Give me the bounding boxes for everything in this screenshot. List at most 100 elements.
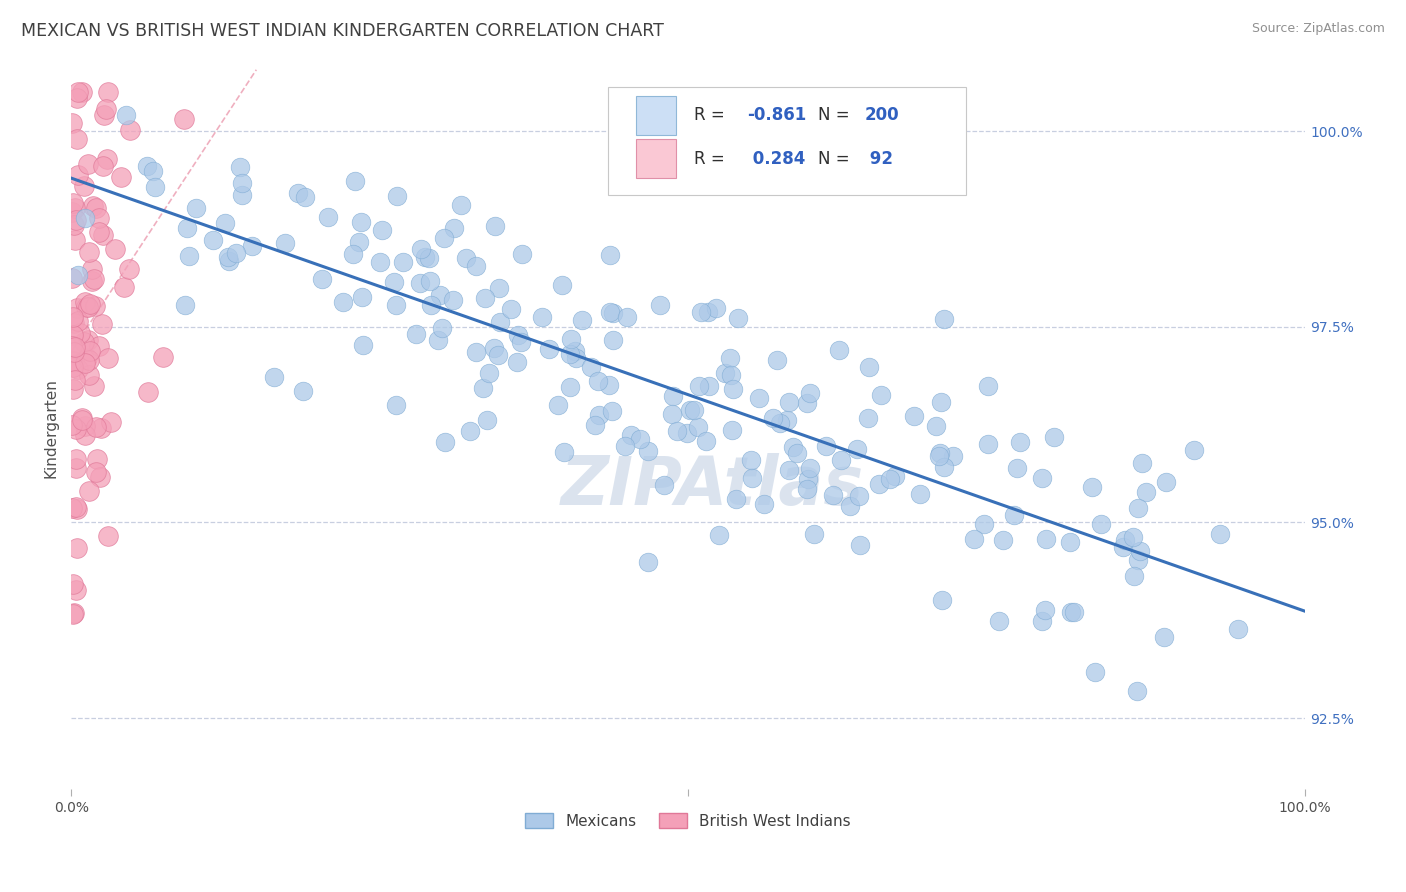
Point	[1226, 622, 1249, 636]
Text: ZIPAtlas: ZIPAtlas	[561, 453, 865, 519]
Point	[62, 576, 84, 591]
Point	[426, 333, 449, 347]
Point	[316, 210, 339, 224]
Point	[690, 305, 713, 319]
Point	[97, 85, 120, 99]
Point	[60, 116, 83, 130]
Point	[721, 423, 744, 437]
Point	[1130, 456, 1153, 470]
Point	[89, 470, 111, 484]
Legend: Mexicans, British West Indians: Mexicans, British West Indians	[519, 806, 856, 835]
Point	[72, 334, 94, 349]
Text: 200: 200	[865, 106, 898, 124]
Point	[484, 219, 506, 233]
Point	[62, 383, 84, 397]
Point	[173, 298, 195, 312]
Point	[688, 378, 710, 392]
Point	[727, 311, 749, 326]
Point	[475, 413, 498, 427]
Point	[69, 326, 91, 340]
Point	[84, 465, 107, 479]
Point	[136, 159, 159, 173]
Point	[471, 381, 494, 395]
Point	[391, 255, 413, 269]
Point	[173, 112, 195, 126]
Point	[214, 216, 236, 230]
Point	[531, 310, 554, 324]
Point	[66, 541, 89, 555]
Point	[827, 343, 849, 358]
Point	[588, 409, 610, 423]
Point	[66, 85, 89, 99]
Point	[856, 411, 879, 425]
Point	[430, 321, 453, 335]
Point	[274, 236, 297, 251]
Point	[903, 409, 925, 423]
Point	[138, 384, 160, 399]
Text: -0.861: -0.861	[747, 106, 807, 124]
Point	[858, 360, 880, 375]
Point	[332, 294, 354, 309]
Point	[228, 161, 250, 175]
Point	[60, 354, 83, 368]
Point	[506, 355, 529, 369]
Point	[83, 378, 105, 392]
Point	[752, 497, 775, 511]
Point	[231, 176, 253, 190]
Point	[1059, 534, 1081, 549]
Point	[65, 500, 87, 515]
Point	[1002, 508, 1025, 522]
Point	[579, 359, 602, 374]
Text: 92: 92	[865, 150, 893, 168]
Point	[547, 398, 569, 412]
Point	[769, 417, 792, 431]
Point	[77, 333, 100, 347]
Point	[382, 275, 405, 289]
Point	[84, 419, 107, 434]
Point	[91, 317, 114, 331]
Point	[803, 527, 825, 541]
Point	[977, 379, 1000, 393]
Point	[675, 425, 697, 440]
Point	[1126, 553, 1149, 567]
Point	[1031, 471, 1053, 485]
Point	[870, 388, 893, 402]
Point	[786, 446, 808, 460]
Point	[977, 437, 1000, 451]
Point	[963, 533, 986, 547]
Point	[464, 345, 486, 359]
Point	[405, 327, 427, 342]
Point	[79, 343, 101, 358]
Point	[1111, 540, 1133, 554]
Point	[62, 310, 84, 325]
Point	[620, 427, 643, 442]
Point	[1063, 605, 1085, 619]
Point	[456, 252, 478, 266]
Point	[765, 353, 787, 368]
Point	[1129, 543, 1152, 558]
Point	[60, 270, 83, 285]
Point	[73, 211, 96, 225]
Point	[294, 190, 316, 204]
Point	[1084, 665, 1107, 680]
Point	[76, 351, 98, 366]
Point	[66, 502, 89, 516]
Point	[934, 311, 956, 326]
Point	[413, 250, 436, 264]
Point	[1114, 533, 1136, 547]
Point	[418, 251, 440, 265]
Point	[371, 223, 394, 237]
Point	[186, 201, 208, 215]
Point	[718, 351, 741, 366]
Point	[704, 301, 727, 316]
Point	[420, 298, 443, 312]
Point	[697, 305, 720, 319]
Point	[63, 373, 86, 387]
Point	[925, 419, 948, 434]
Point	[838, 500, 860, 514]
Point	[242, 239, 264, 253]
Point	[928, 446, 950, 460]
Point	[77, 483, 100, 498]
Point	[87, 339, 110, 353]
Point	[1122, 530, 1144, 544]
